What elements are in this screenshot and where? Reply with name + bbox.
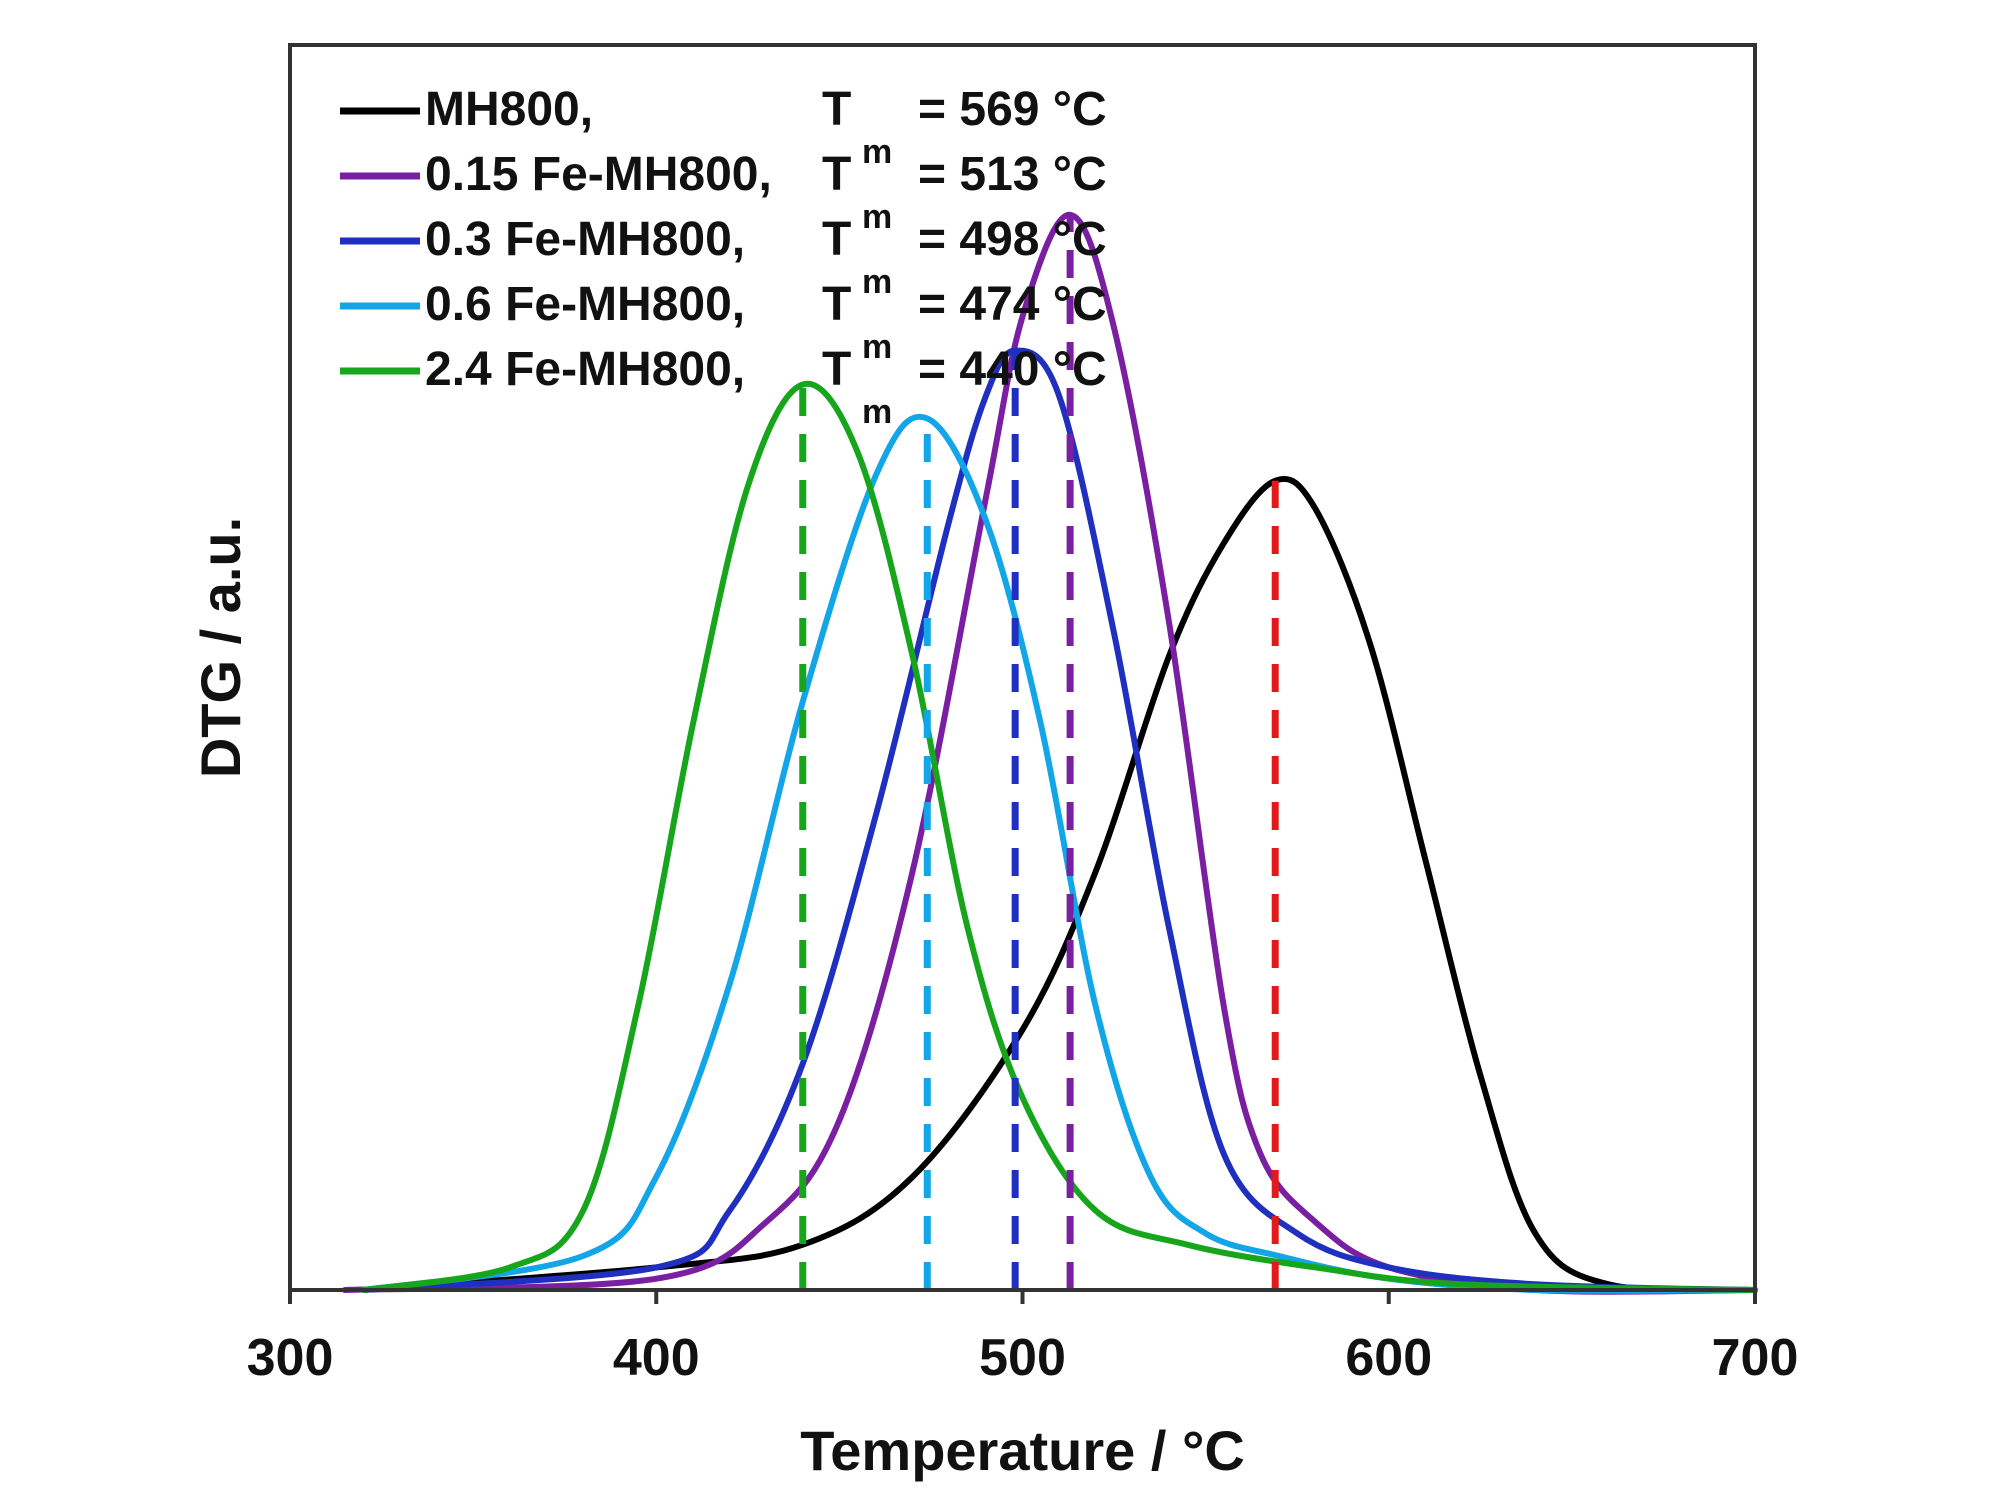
legend-tm-value-0-6-fe-mh800: = 474 °C: [918, 278, 1107, 331]
legend-tm-subscript-mh800: m: [862, 133, 892, 171]
legend-label-0-6-fe-mh800: 0.6 Fe-MH800,: [425, 278, 745, 331]
legend: MH800, Tm = 569 °C 0.15 Fe-MH800, Tm = 513 °C…: [340, 83, 1107, 431]
legend-label-0-15-fe-mh800: 0.15 Fe-MH800,: [425, 148, 772, 201]
x-tick-label-300: 300: [247, 1329, 334, 1387]
series-line-0-6-fe-mh800: [360, 413, 1758, 1294]
y-axis-title: DTG / a.u.: [189, 517, 252, 778]
x-tick-label-600: 600: [1345, 1329, 1432, 1387]
legend-tm-subscript-2-4-fe-mh800: m: [862, 393, 892, 431]
legend-tm-symbol-0-3-fe-mh800: T: [822, 213, 851, 266]
series-line-2-4-fe-mh800: [360, 380, 1758, 1293]
legend-label-mh800: MH800,: [425, 83, 593, 136]
x-axis: 300 400 500 600 700: [247, 1290, 1799, 1387]
legend-label-2-4-fe-mh800: 2.4 Fe-MH800,: [425, 343, 745, 396]
legend-tm-symbol-0-15-fe-mh800: T: [822, 148, 851, 201]
legend-tm-value-2-4-fe-mh800: = 440 °C: [918, 343, 1107, 396]
legend-tm-value-mh800: = 569 °C: [918, 83, 1107, 136]
legend-tm-value-0-15-fe-mh800: = 513 °C: [918, 148, 1107, 201]
legend-tm-symbol-2-4-fe-mh800: T: [822, 343, 851, 396]
legend-tm-subscript-0-3-fe-mh800: m: [862, 263, 892, 301]
x-axis-title: Temperature / °C: [800, 1419, 1245, 1482]
x-tick-label-500: 500: [979, 1329, 1066, 1387]
legend-tm-subscript-0-15-fe-mh800: m: [862, 198, 892, 236]
legend-label-0-3-fe-mh800: 0.3 Fe-MH800,: [425, 213, 745, 266]
series-line-0-3-fe-mh800: [360, 347, 1758, 1293]
series-line-mh800: [360, 475, 1758, 1294]
tm-markers-layer: [799, 214, 1279, 1290]
legend-tm-value-0-3-fe-mh800: = 498 °C: [918, 213, 1107, 266]
legend-tm-subscript-0-6-fe-mh800: m: [862, 328, 892, 366]
x-tick-label-400: 400: [613, 1329, 700, 1387]
x-tick-label-700: 700: [1712, 1329, 1799, 1387]
legend-tm-symbol-0-6-fe-mh800: T: [822, 278, 851, 331]
legend-tm-symbol-mh800: T: [822, 83, 851, 136]
